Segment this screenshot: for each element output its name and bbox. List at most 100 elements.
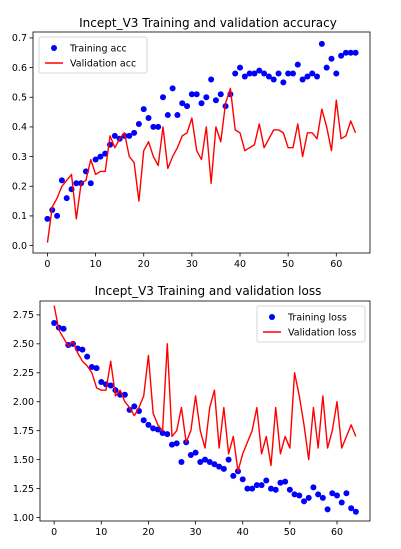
training-data-point xyxy=(97,153,104,160)
training-data-point xyxy=(131,129,138,136)
training-data-point xyxy=(258,482,265,489)
y-tick-label: 0.7 xyxy=(12,33,27,44)
legend-label: Training loss xyxy=(287,312,347,323)
training-data-point xyxy=(289,70,296,77)
y-tick-label: 2.25 xyxy=(13,368,34,379)
y-tick-label: 2.00 xyxy=(13,397,34,408)
training-data-point xyxy=(265,73,272,80)
training-data-point xyxy=(310,484,317,491)
training-data-point xyxy=(301,498,307,505)
training-data-point xyxy=(164,431,171,438)
legend-label: Validation acc xyxy=(70,58,136,69)
training-data-point xyxy=(249,485,256,492)
training-data-point xyxy=(338,52,345,59)
training-data-point xyxy=(107,382,114,389)
training-data-point xyxy=(232,70,239,77)
training-data-point xyxy=(92,156,99,163)
y-tick-label: 1.25 xyxy=(13,484,34,495)
training-data-point xyxy=(270,76,277,83)
training-data-point xyxy=(333,70,340,77)
training-data-point xyxy=(212,97,219,104)
training-data-point xyxy=(256,67,263,74)
training-data-point xyxy=(111,132,118,139)
training-data-point xyxy=(131,403,138,410)
training-data-point xyxy=(347,49,354,56)
legend-marker-swatch xyxy=(51,45,57,51)
x-tick-label: 50 xyxy=(282,259,294,270)
validation-series-line xyxy=(53,305,357,472)
training-data-point xyxy=(239,476,246,483)
training-data-point xyxy=(315,491,322,498)
training-data-point xyxy=(197,458,204,465)
training-data-point xyxy=(93,365,100,372)
training-data-point xyxy=(211,461,218,468)
loss-chart-title: Incept_V3 Training and validation loss xyxy=(95,284,322,298)
y-tick-label: 0.6 xyxy=(12,63,27,74)
training-data-point xyxy=(154,426,161,433)
training-data-point xyxy=(251,70,258,77)
training-data-point xyxy=(84,353,91,360)
training-data-point xyxy=(328,55,335,62)
training-data-point xyxy=(135,120,142,127)
training-data-point xyxy=(145,115,152,122)
training-data-point xyxy=(159,430,166,436)
training-data-point xyxy=(286,486,293,493)
x-tick-label: 40 xyxy=(237,527,249,538)
y-tick-label: 1.50 xyxy=(13,455,34,466)
loss-chart: Incept_V3 Training and validation loss 0… xyxy=(13,284,371,538)
legend-label: Training acc xyxy=(69,43,127,54)
training-data-point xyxy=(203,94,210,101)
training-data-point xyxy=(246,70,253,77)
training-data-point xyxy=(216,463,223,470)
training-data-point xyxy=(285,70,292,77)
legend: Training loss Validation loss xyxy=(256,305,366,343)
training-data-point xyxy=(169,85,176,92)
training-data-point xyxy=(169,441,175,448)
y-tick-label: 0.5 xyxy=(12,93,27,104)
x-tick-label: 30 xyxy=(190,527,202,538)
legend-label: Validation loss xyxy=(288,327,356,338)
x-tick-label: 60 xyxy=(331,527,343,538)
training-data-point xyxy=(54,212,61,219)
legend-marker-swatch xyxy=(269,314,275,320)
training-data-point xyxy=(220,465,227,472)
training-data-point xyxy=(305,494,312,501)
training-data-point xyxy=(282,478,289,485)
training-data-point xyxy=(51,320,58,326)
training-data-point xyxy=(263,477,270,484)
training-data-point xyxy=(60,325,67,332)
y-tick-label: 0.3 xyxy=(12,152,27,163)
training-data-point xyxy=(202,456,208,463)
training-data-point xyxy=(150,425,157,432)
training-data-point xyxy=(155,123,162,130)
legend-box xyxy=(38,36,148,74)
training-data-point xyxy=(318,40,325,47)
training-data-point xyxy=(334,492,340,499)
training-data-point xyxy=(79,346,86,353)
training-data-point xyxy=(187,452,194,458)
training-data-point xyxy=(179,100,186,107)
training-data-point xyxy=(261,70,268,77)
y-tick-label: 1.00 xyxy=(13,513,34,524)
training-data-point xyxy=(348,505,355,512)
training-data-point xyxy=(217,91,224,98)
training-data-point xyxy=(198,100,205,107)
training-data-point xyxy=(98,379,105,386)
training-data-point xyxy=(272,486,279,493)
training-data-point xyxy=(280,79,287,86)
training-data-point xyxy=(352,508,359,515)
training-data-point xyxy=(230,472,237,479)
legend-box xyxy=(256,305,366,343)
training-data-point xyxy=(178,458,185,465)
y-tick-label: 0.4 xyxy=(12,122,27,133)
x-tick-label: 0 xyxy=(44,259,50,270)
x-tick-label: 30 xyxy=(186,259,198,270)
training-data-point xyxy=(208,76,215,83)
training-data-point xyxy=(343,490,350,497)
x-tick-label: 10 xyxy=(90,259,102,270)
training-data-point xyxy=(184,103,191,110)
training-data-point xyxy=(338,499,345,506)
training-data-point xyxy=(159,94,166,101)
x-tick-label: 0 xyxy=(51,527,57,538)
training-data-point xyxy=(319,494,326,501)
